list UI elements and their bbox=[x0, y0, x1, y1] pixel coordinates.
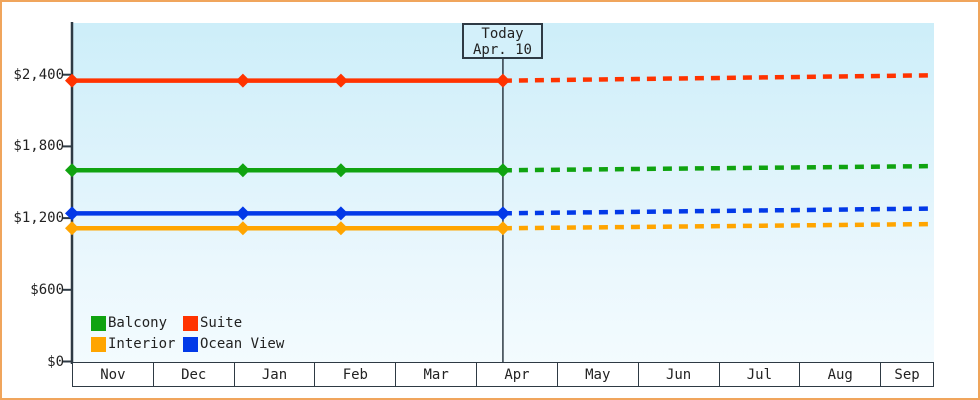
series-forecast-ocean-view bbox=[502, 206, 934, 216]
today-annotation-box: Today Apr. 10 bbox=[462, 23, 543, 59]
series-forecast-suite bbox=[502, 73, 934, 83]
series-marker bbox=[495, 73, 510, 88]
series-marker bbox=[235, 73, 250, 88]
legend-item: Interior bbox=[91, 334, 183, 354]
month-label: Sep bbox=[894, 366, 920, 383]
x-axis-month-cell: Apr bbox=[477, 363, 558, 386]
month-label: Jul bbox=[746, 366, 773, 383]
month-label: Aug bbox=[827, 366, 853, 383]
series-marker bbox=[333, 163, 348, 178]
series-marker bbox=[495, 206, 510, 221]
today-label: Today bbox=[481, 26, 524, 42]
today-date: Apr. 10 bbox=[472, 42, 532, 58]
legend-swatch bbox=[183, 336, 198, 352]
month-label: Dec bbox=[181, 366, 207, 383]
legend-label: Balcony bbox=[108, 315, 168, 331]
month-label: Feb bbox=[342, 366, 368, 383]
series-marker bbox=[333, 221, 348, 236]
series-marker bbox=[495, 221, 510, 236]
series-marker bbox=[65, 206, 79, 221]
legend-swatch bbox=[91, 315, 106, 331]
month-label: Jan bbox=[261, 366, 288, 383]
x-axis-month-cell: Aug bbox=[800, 363, 882, 386]
x-axis-month-cell: Jul bbox=[720, 363, 801, 386]
x-axis-month-cell: Sep bbox=[881, 363, 933, 386]
month-label: Apr bbox=[504, 366, 530, 383]
legend-item: Suite bbox=[183, 313, 284, 333]
series-forecast-interior bbox=[502, 221, 934, 231]
month-label: Mar bbox=[423, 366, 449, 383]
series-forecast-balcony bbox=[502, 163, 934, 173]
series-marker bbox=[235, 206, 250, 221]
series-marker bbox=[235, 221, 250, 236]
series-marker bbox=[235, 163, 250, 178]
series-marker bbox=[65, 163, 79, 178]
x-axis-month-cell: Feb bbox=[315, 363, 397, 386]
series-marker bbox=[65, 73, 79, 88]
legend-label: Suite bbox=[200, 315, 243, 331]
legend-label: Interior bbox=[108, 336, 176, 352]
x-axis-month-row: Nov Dec Jan Feb Mar Apr May Jun Jul Aug Sep bbox=[72, 362, 934, 387]
month-label: May bbox=[585, 366, 611, 383]
series-marker bbox=[495, 163, 510, 178]
y-axis-label: $0 bbox=[47, 353, 64, 370]
legend: Balcony Suite Interior Ocean View bbox=[91, 313, 284, 354]
y-axis-label: $1,800 bbox=[13, 138, 64, 155]
x-axis-month-cell: Dec bbox=[154, 363, 235, 386]
legend-swatch bbox=[91, 336, 106, 352]
legend-swatch bbox=[183, 315, 198, 331]
month-label: Jun bbox=[665, 366, 692, 383]
series-marker bbox=[65, 221, 79, 236]
legend-label: Ocean View bbox=[200, 336, 285, 352]
y-axis-label: $2,400 bbox=[13, 66, 64, 83]
legend-item: Ocean View bbox=[183, 334, 284, 354]
x-axis-month-cell: Jan bbox=[235, 363, 316, 386]
x-axis-month-cell: Jun bbox=[639, 363, 720, 386]
x-axis-month-cell: Mar bbox=[396, 363, 478, 386]
series-marker bbox=[333, 206, 348, 221]
x-axis-month-cell: Nov bbox=[73, 363, 154, 386]
month-label: Nov bbox=[100, 366, 126, 383]
x-axis-month-cell: May bbox=[558, 363, 639, 386]
legend-item: Balcony bbox=[91, 313, 183, 333]
y-axis-label: $1,200 bbox=[13, 210, 64, 227]
y-axis-label: $600 bbox=[30, 281, 64, 298]
series-marker bbox=[333, 73, 348, 88]
